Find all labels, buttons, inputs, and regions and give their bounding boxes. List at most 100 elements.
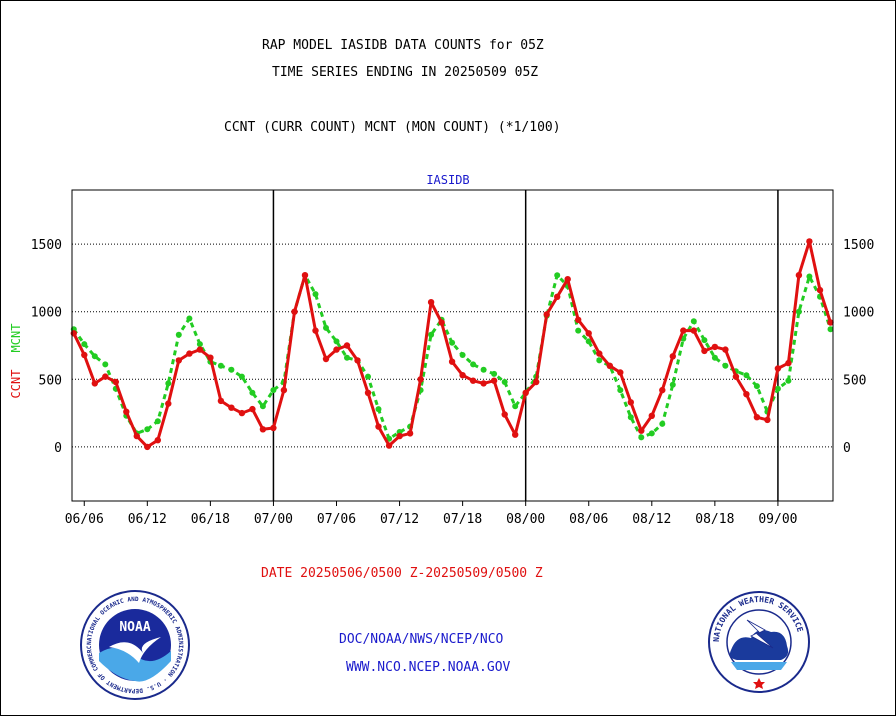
x-tick-label: 06/12 — [128, 512, 167, 527]
data-point-ccnt — [385, 442, 393, 449]
data-point-ccnt — [438, 319, 445, 326]
data-point-mcnt — [690, 318, 697, 325]
data-point-mcnt — [270, 387, 277, 394]
data-point-mcnt — [774, 385, 781, 392]
data-point-mcnt — [659, 420, 666, 427]
data-point-mcnt — [554, 272, 561, 279]
data-point-mcnt — [753, 383, 760, 390]
data-point-ccnt — [228, 404, 235, 411]
data-point-ccnt — [259, 426, 267, 433]
data-point-ccnt — [81, 351, 88, 359]
data-point-ccnt — [459, 372, 466, 379]
data-point-mcnt — [638, 434, 645, 441]
data-point-ccnt — [680, 327, 687, 334]
data-point-ccnt — [322, 355, 330, 363]
noaa-logo: NATIONAL OCEANIC AND ATMOSPHERIC ADMINIS… — [79, 589, 190, 700]
data-point-ccnt — [406, 430, 414, 437]
website-link[interactable]: WWW.NCO.NCEP.NOAA.GOV — [346, 660, 511, 675]
data-point-mcnt — [323, 324, 329, 331]
y-tick-label-left: 500 — [39, 373, 62, 388]
y-tick-label-right: 1500 — [843, 238, 874, 253]
y-tick-label-right: 500 — [843, 373, 866, 388]
data-point-ccnt — [806, 238, 813, 245]
data-point-mcnt — [491, 370, 498, 377]
x-tick-label: 06/06 — [65, 512, 104, 527]
x-tick-label: 09/00 — [758, 512, 797, 527]
data-point-ccnt — [585, 330, 592, 337]
data-point-ccnt — [648, 412, 655, 419]
data-point-ccnt — [291, 308, 298, 315]
org-line: DOC/NOAA/NWS/NCEP/NCO — [339, 632, 504, 647]
data-point-ccnt — [774, 365, 782, 372]
x-tick-label: 07/18 — [443, 512, 482, 527]
data-point-ccnt — [207, 354, 214, 361]
data-point-ccnt — [354, 357, 361, 364]
data-point-ccnt — [638, 427, 645, 434]
data-point-mcnt — [501, 379, 508, 385]
data-point-ccnt — [554, 293, 561, 300]
data-point-ccnt — [196, 346, 204, 353]
data-point-mcnt — [228, 366, 235, 373]
data-point-ccnt — [512, 431, 519, 438]
y-tick-label-right: 0 — [843, 441, 851, 456]
data-point-ccnt — [165, 400, 172, 407]
data-point-mcnt — [743, 372, 750, 379]
data-point-ccnt — [186, 350, 193, 357]
y-tick-label-left: 1000 — [31, 306, 62, 321]
data-point-ccnt — [722, 346, 729, 353]
data-point-mcnt — [217, 362, 224, 369]
x-tick-label: 07/12 — [380, 512, 419, 527]
data-point-ccnt — [270, 424, 277, 432]
data-point-ccnt — [785, 359, 792, 367]
data-point-mcnt — [344, 354, 350, 361]
x-tick-label: 07/06 — [317, 512, 356, 527]
data-point-ccnt — [154, 437, 161, 444]
data-point-mcnt — [722, 362, 729, 369]
data-point-mcnt — [648, 430, 655, 437]
data-point-ccnt — [238, 409, 246, 417]
time-series-chart: 0 0 500 500 1000 1000 1500 1500 06/06 06/12 06/18… — [9, 173, 875, 527]
data-point-mcnt — [186, 315, 193, 322]
data-point-ccnt — [575, 316, 582, 323]
y-label-ccnt: CCNT — [9, 370, 23, 399]
data-point-ccnt — [701, 347, 708, 355]
data-point-mcnt — [175, 331, 182, 338]
plot-area-border — [71, 189, 834, 502]
data-point-ccnt — [396, 432, 403, 440]
data-point-mcnt — [512, 403, 519, 410]
x-tick-label: 08/06 — [569, 512, 608, 527]
data-point-ccnt — [617, 369, 624, 376]
gridlines — [72, 243, 833, 448]
data-point-ccnt — [659, 386, 666, 394]
date-range-label: DATE 20250506/0500 Z-20250509/0500 Z — [261, 566, 543, 581]
data-point-mcnt — [365, 373, 371, 380]
data-point-ccnt — [375, 423, 382, 430]
data-point-mcnt — [827, 326, 834, 333]
data-point-ccnt — [816, 286, 824, 294]
y-tick-labels: 0 0 500 500 1000 1000 1500 1500 — [31, 238, 875, 456]
data-point-mcnt — [312, 291, 319, 298]
data-point-ccnt — [364, 389, 372, 396]
y-tick-label-right: 1000 — [843, 306, 874, 321]
panel-title: IASIDB — [426, 173, 469, 187]
data-point-ccnt — [753, 414, 761, 421]
data-point-mcnt — [449, 339, 456, 346]
data-point-mcnt — [480, 366, 487, 373]
data-point-mcnt — [144, 426, 151, 433]
data-point-ccnt — [743, 391, 750, 398]
data-point-ccnt — [144, 443, 151, 451]
data-point-ccnt — [417, 376, 424, 383]
data-point-mcnt — [806, 273, 813, 280]
nws-logo: NATIONAL WEATHER SERVICE — [708, 591, 810, 693]
data-point-ccnt — [795, 272, 803, 279]
data-point-mcnt — [81, 341, 88, 348]
data-point-mcnt — [701, 337, 708, 344]
data-point-mcnt — [196, 341, 203, 348]
data-point-mcnt — [575, 327, 582, 334]
data-point-mcnt — [470, 361, 477, 368]
data-point-ccnt — [112, 378, 120, 386]
data-point-ccnt — [448, 358, 456, 365]
series-layer — [70, 238, 834, 451]
data-point-ccnt — [333, 346, 340, 353]
noaa-logo-text: NOAA — [119, 620, 150, 635]
